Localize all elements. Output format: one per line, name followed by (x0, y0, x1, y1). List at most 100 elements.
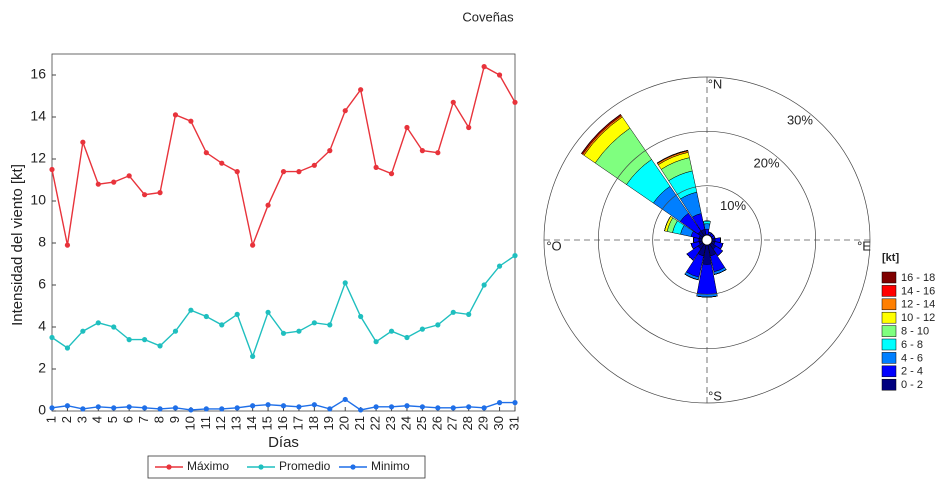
point (296, 169, 301, 174)
point (250, 243, 255, 248)
r-tick-label: 10% (720, 198, 746, 213)
legend-swatch (882, 326, 896, 337)
x-tick-label: 11 (198, 416, 213, 430)
x-tick-label: 8 (151, 416, 166, 423)
point (142, 405, 147, 410)
point (265, 203, 270, 208)
x-tick-label: 21 (352, 416, 367, 430)
legend-label: 14 - 16 (901, 285, 935, 297)
x-tick-label: 18 (306, 416, 321, 430)
point (374, 165, 379, 170)
point (80, 406, 85, 411)
y-tick-label: 0 (38, 402, 46, 418)
x-tick-label: 16 (275, 416, 290, 430)
x-tick-label: 30 (491, 416, 506, 430)
point (343, 280, 348, 285)
point (204, 314, 209, 319)
y-tick-label: 12 (30, 150, 46, 166)
point (482, 405, 487, 410)
point (265, 310, 270, 315)
point (235, 312, 240, 317)
point (451, 100, 456, 105)
point (157, 343, 162, 348)
x-tick-label: 3 (74, 416, 89, 423)
y-axis-title: Intensidad del viento [kt] (9, 164, 26, 326)
point (420, 327, 425, 332)
point (49, 335, 54, 340)
legend-swatch (882, 285, 896, 296)
point (512, 400, 517, 405)
x-tick-label: 25 (414, 416, 429, 430)
legend-label: Máximo (187, 459, 229, 473)
x-tick-label: 15 (260, 416, 275, 430)
point (404, 403, 409, 408)
legend-label: 10 - 12 (901, 312, 935, 324)
legend-swatch (882, 312, 896, 323)
point (142, 337, 147, 342)
point (127, 173, 132, 178)
rose-segment (704, 221, 711, 224)
point (188, 119, 193, 124)
y-tick-label: 2 (38, 360, 46, 376)
plot-area (52, 54, 515, 411)
legend-label: 6 - 8 (901, 339, 923, 351)
y-tick-label: 14 (30, 108, 46, 124)
x-tick-label: 23 (383, 416, 398, 430)
x-tick-label: 26 (429, 416, 444, 430)
legend-label: Minimo (371, 459, 410, 473)
point (312, 320, 317, 325)
point (327, 322, 332, 327)
legend-marker (350, 464, 355, 469)
point (466, 125, 471, 130)
point (65, 403, 70, 408)
x-tick-label: 4 (90, 416, 105, 423)
x-tick-label: 1 (43, 416, 58, 423)
point (204, 406, 209, 411)
direction-label: °S (708, 388, 722, 403)
point (281, 331, 286, 336)
point (49, 167, 54, 172)
legend-swatch (882, 339, 896, 350)
point (250, 354, 255, 359)
x-tick-label: 22 (368, 416, 383, 430)
point (96, 320, 101, 325)
direction-label: °E (857, 238, 871, 253)
legend-label: 4 - 6 (901, 352, 923, 364)
x-tick-label: 31 (506, 416, 521, 430)
legend-label: 16 - 18 (901, 272, 935, 284)
point (80, 329, 85, 334)
point (435, 150, 440, 155)
point (327, 406, 332, 411)
point (312, 163, 317, 168)
point (482, 282, 487, 287)
point (312, 402, 317, 407)
x-tick-label: 14 (244, 416, 259, 430)
point (127, 404, 132, 409)
point (173, 112, 178, 117)
point (358, 314, 363, 319)
point (374, 404, 379, 409)
legend-marker (166, 464, 171, 469)
point (374, 339, 379, 344)
legend-swatch (882, 352, 896, 363)
point (512, 253, 517, 258)
point (204, 150, 209, 155)
r-tick-label: 30% (787, 112, 813, 127)
legend-label: 12 - 14 (901, 299, 935, 311)
x-tick-label: 24 (398, 416, 413, 430)
legend-title: [kt] (882, 252, 899, 264)
x-axis-title: Días (268, 434, 299, 451)
point (188, 407, 193, 412)
point (188, 308, 193, 313)
x-tick-label: 29 (476, 416, 491, 430)
point (49, 405, 54, 410)
x-tick-label: 19 (321, 416, 336, 430)
point (65, 243, 70, 248)
chart-title: Coveñas (462, 9, 514, 24)
point (389, 404, 394, 409)
point (420, 404, 425, 409)
legend-swatch (882, 272, 896, 283)
point (173, 405, 178, 410)
